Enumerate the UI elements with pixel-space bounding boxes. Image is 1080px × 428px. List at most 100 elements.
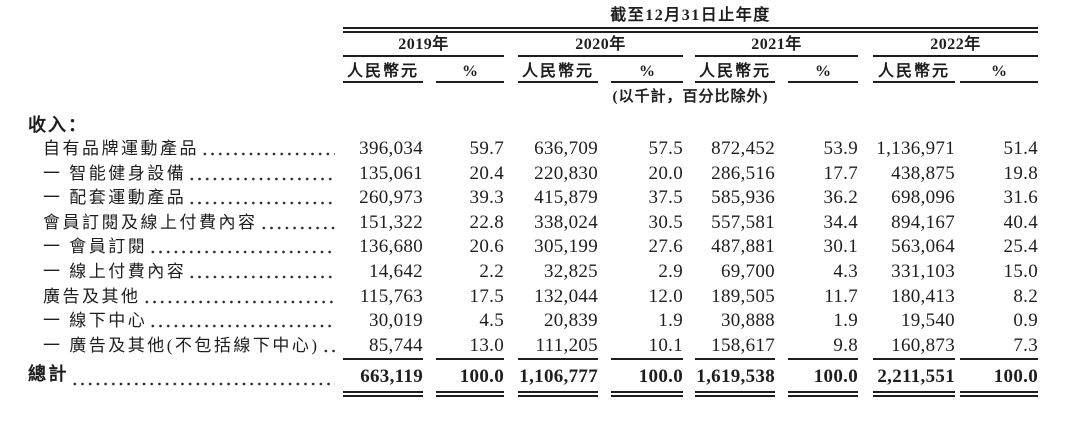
row-label: 廣告及其他 [43, 286, 141, 306]
cell-value: 2.2 [479, 260, 504, 282]
cell-value: 151,322 [359, 211, 423, 233]
cell-value: 260,973 [359, 187, 423, 209]
cell-value: 4.3 [833, 260, 858, 282]
row-label: 一 線上付費內容 [43, 261, 187, 281]
subheader-group-2019: 人民幣元 % [343, 57, 504, 83]
dot-leader [149, 235, 335, 260]
double-rule [343, 391, 423, 398]
row-label: 一 智能健身設備 [43, 163, 187, 183]
cell-value: 7.3 [1013, 334, 1038, 356]
row-label-cell: 一 線下中心 [28, 309, 343, 334]
cell-value: 22.8 [469, 211, 504, 233]
cell-value: 12.0 [648, 285, 683, 307]
row-label-cell: 一 廣告及其他(不包括線下中心) [28, 333, 343, 359]
table-row: 一 智能健身設備 135,061 20.4 220,830 20.0 286,516… [28, 161, 1080, 187]
cells-2022: 331,103 15.0 [873, 260, 1038, 285]
total-value: 1,619,538 [695, 358, 775, 391]
cells-2019: 85,744 13.0 [343, 334, 504, 359]
total-value: 100.0 [611, 358, 683, 391]
cell-value: 85,744 [368, 334, 423, 356]
row-label-cell: 自有品牌運動產品 [28, 137, 343, 162]
dot-leader [149, 309, 335, 334]
cell-value: 1.9 [833, 310, 858, 332]
cell-value: 2.9 [658, 260, 683, 282]
cells-2020: 415,879 37.5 [518, 186, 683, 211]
dot-leader [201, 137, 335, 162]
cell-value: 872,452 [711, 138, 775, 159]
total-value: 100.0 [436, 358, 504, 391]
year-header-2022: 2022年 [873, 35, 1038, 57]
row-label-cell: 廣告及其他 [28, 284, 343, 310]
cell-value: 438,875 [891, 162, 955, 184]
cells-2020: 32,825 2.9 [518, 260, 683, 285]
cell-value: 305,199 [534, 236, 598, 258]
table-row: 會員訂閱及線上付費內容 151,322 22.8 338,024 30.5 557,… [28, 210, 1080, 236]
cell-value: 17.7 [823, 162, 858, 184]
double-rule-group [873, 391, 1038, 398]
cells-2021: 30,888 1.9 [695, 309, 858, 334]
cell-value: 30.1 [823, 236, 858, 258]
cell-value: 115,763 [359, 285, 423, 307]
cell-value: 31.6 [1003, 187, 1038, 209]
cell-value: 160,873 [891, 334, 955, 356]
cell-value: 69,700 [720, 260, 775, 282]
cell-value: 53.9 [823, 138, 858, 159]
total-value: 663,119 [343, 358, 423, 391]
subheader-group-2020: 人民幣元 % [518, 57, 683, 83]
cell-value: 36.2 [823, 187, 858, 209]
section-label-revenue: 收入： [28, 115, 88, 135]
cell-value: 111,205 [535, 334, 598, 356]
cell-value: 20,839 [543, 310, 598, 332]
cells-2019: 30,019 4.5 [343, 309, 504, 334]
double-rule [518, 391, 598, 398]
total-value: 1,106,777 [518, 358, 598, 391]
cells-2021: 158,617 9.8 [695, 334, 858, 359]
cell-value: 9.8 [833, 334, 858, 356]
cell-value: 158,617 [711, 334, 775, 356]
rmb-header: 人民幣元 [873, 57, 955, 83]
table-row: 一 線上付費內容 14,642 2.2 32,825 2.9 69,700 4.3 3… [28, 259, 1080, 285]
cells-2022: 1,136,971 51.4 [873, 137, 1038, 162]
cell-value: 40.4 [1003, 211, 1038, 233]
cells-2021: 487,881 30.1 [695, 235, 858, 260]
table-row: 一 線下中心 30,019 4.5 20,839 1.9 30,888 1.9 19,… [28, 309, 1080, 334]
cells-2019: 115,763 17.5 [343, 285, 504, 310]
rmb-header: 人民幣元 [343, 57, 423, 83]
unit-note: (以千計，百分比除外) [612, 89, 769, 105]
subcolumn-header-row: 人民幣元 % 人民幣元 % 人民幣元 % 人民幣元 % [343, 57, 1080, 83]
cells-2019: 151,322 22.8 [343, 211, 504, 236]
cell-value: 585,936 [711, 187, 775, 209]
cell-value: 1.9 [658, 310, 683, 332]
cell-value: 396,034 [359, 138, 423, 159]
cells-2021: 557,581 34.4 [695, 211, 858, 236]
total-label-cell: 總計 [28, 358, 343, 392]
row-label: 一 會員訂閱 [43, 237, 148, 257]
cells-2019: 260,973 39.3 [343, 186, 504, 211]
rmb-header: 人民幣元 [518, 57, 598, 83]
double-rule [695, 391, 775, 398]
cell-value: 698,096 [891, 187, 955, 209]
cell-value: 331,103 [891, 260, 955, 282]
cell-value: 180,413 [891, 285, 955, 307]
cell-value: 30,019 [368, 310, 423, 332]
cell-value: 1,136,971 [876, 138, 955, 159]
percent-header: % [788, 57, 858, 83]
cell-value: 636,709 [534, 138, 598, 159]
cell-value: 30,888 [720, 310, 775, 332]
double-rule [873, 391, 955, 398]
cells-2019: 135,061 20.4 [343, 162, 504, 187]
cells-2019: 396,034 59.7 [343, 137, 504, 162]
cells-2022: 563,064 25.4 [873, 235, 1038, 260]
total-value: 100.0 [788, 358, 858, 391]
cells-2021: 69,700 4.3 [695, 260, 858, 285]
cell-value: 15.0 [1003, 260, 1038, 282]
subheader-group-2021: 人民幣元 % [695, 57, 858, 83]
cells-2020: 636,709 57.5 [518, 137, 683, 162]
cell-value: 17.5 [469, 285, 504, 307]
cell-value: 25.4 [1003, 236, 1038, 258]
year-header-2020: 2020年 [518, 35, 683, 57]
cells-2021: 872,452 53.9 [695, 137, 858, 162]
cell-value: 34.4 [823, 211, 858, 233]
table-row: 一 會員訂閱 136,680 20.6 305,199 27.6 487,881 30… [28, 235, 1080, 260]
